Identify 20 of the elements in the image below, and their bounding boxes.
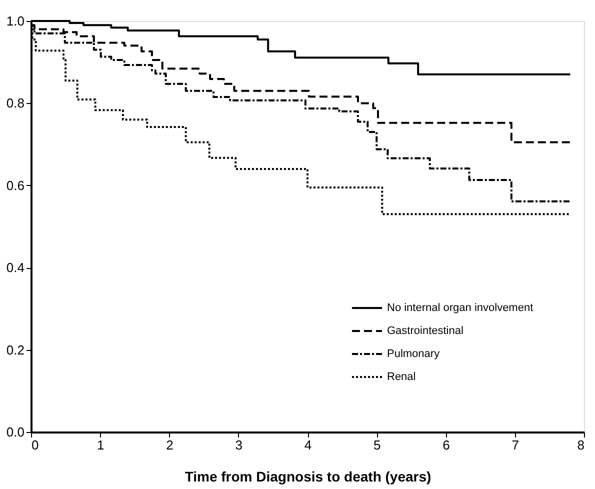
x-tick-label: 0 [32,438,39,452]
x-tick-label: 2 [166,438,174,452]
x-tick-label: 3 [235,438,242,452]
x-axis-title: Time from Diagnosis to death (years) [184,468,432,484]
y-tick-label: 0.0 [6,424,24,440]
x-tick-label: 1 [97,438,104,452]
y-tick-label: 0.8 [6,96,24,111]
y-tick-label: 1.0 [6,14,24,28]
x-tick-label: 4 [304,438,312,452]
legend-label: Renal [387,371,416,383]
legend-label: Gastrointestinal [387,325,464,337]
x-tick-label: 8 [577,438,584,452]
x-tick-label: 5 [374,438,381,452]
y-tick-label: 0.4 [6,260,24,276]
y-tick-label: 0.6 [6,178,24,193]
x-tick-label: 7 [512,438,519,452]
x-tick-label: 6 [442,438,450,452]
y-tick-label: 0.2 [6,342,24,358]
legend-label: Pulmonary [387,348,440,360]
legend-label: No internal organ involvement [387,302,534,314]
